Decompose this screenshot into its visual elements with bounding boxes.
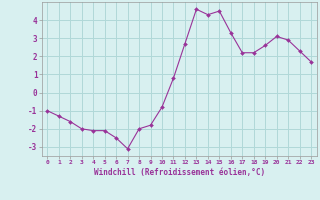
X-axis label: Windchill (Refroidissement éolien,°C): Windchill (Refroidissement éolien,°C) [94, 168, 265, 177]
